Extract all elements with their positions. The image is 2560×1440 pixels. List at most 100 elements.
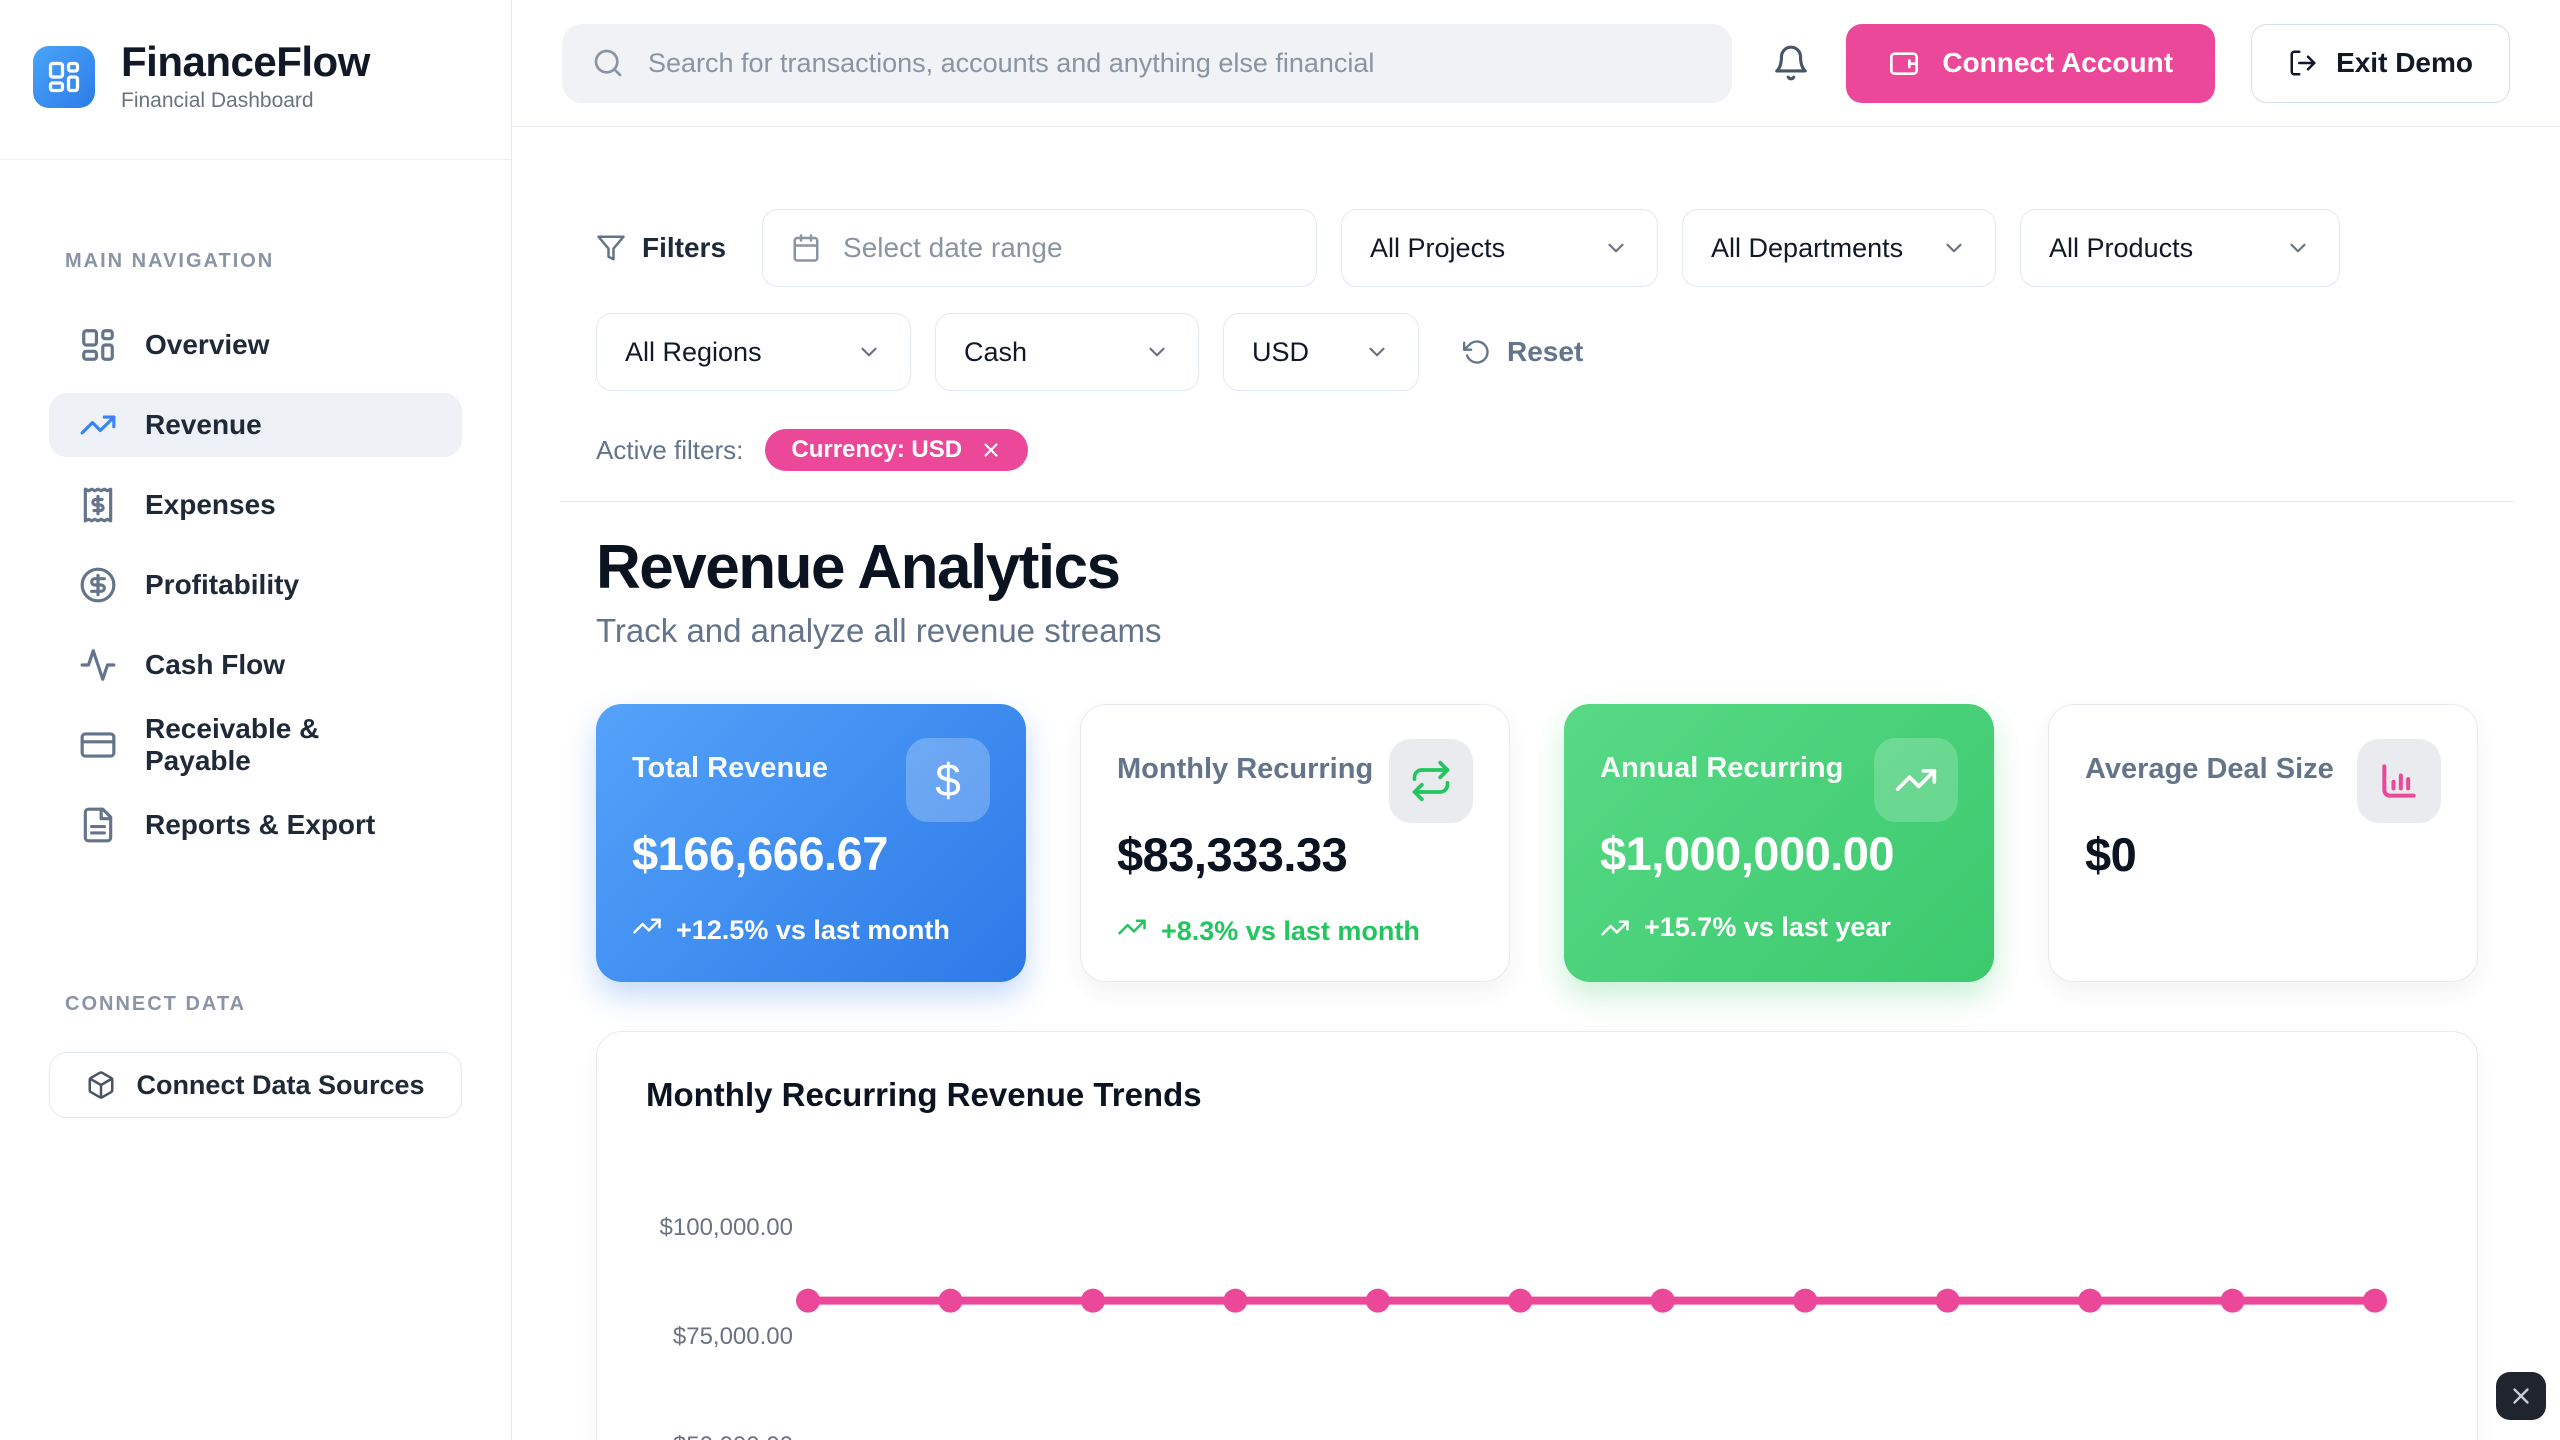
sidebar-item-label: Revenue: [145, 409, 262, 441]
sidebar-item-label: Receivable & Payable: [145, 713, 320, 777]
connect-account-label: Connect Account: [1942, 47, 2174, 78]
trending-up-icon: [1874, 738, 1958, 823]
dashboard-icon: [79, 326, 117, 364]
trending-up-icon: [1117, 912, 1147, 951]
projects-select[interactable]: All Projects: [1341, 209, 1659, 287]
sidebar-item-revenue[interactable]: Revenue: [49, 393, 462, 458]
notifications-button[interactable]: [1772, 44, 1810, 82]
trending-up-icon: [1600, 913, 1630, 943]
active-filters-row: Active filters: Currency: USD: [596, 429, 2478, 471]
brand-block: FinanceFlow Financial Dashboard: [0, 0, 511, 161]
sidebar-item-label: Overview: [145, 329, 270, 361]
kpi-value: $1,000,000.00: [1600, 827, 1895, 881]
reset-filters-button[interactable]: Reset: [1463, 336, 1583, 368]
kpi-label: Annual Recurring: [1600, 752, 1844, 785]
receipt-icon: [79, 486, 117, 524]
global-search[interactable]: [562, 23, 1733, 103]
page-content: Filters Select date range All Projects A…: [512, 127, 2560, 1440]
sidebar-item-label: Reports & Export: [145, 809, 376, 841]
kpi-value: $166,666.67: [632, 827, 888, 881]
kpi-cards: Total Revenue $ $166,666.67 +12.5% vs la…: [596, 704, 2478, 983]
main-navigation: MAIN NAVIGATION Overview Revenue Expense…: [0, 160, 511, 857]
y-axis-tick: $75,000.00: [672, 1323, 793, 1351]
connect-account-button[interactable]: Connect Account: [1846, 23, 2216, 103]
kpi-card-monthly-recurring: Monthly Recurring $83,333.33 +8.3% vs la…: [1080, 704, 1510, 983]
date-range-picker[interactable]: Select date range: [762, 209, 1318, 287]
sidebar-item-label: Profitability: [145, 569, 300, 601]
departments-select[interactable]: All Departments: [1682, 209, 1997, 287]
y-axis-tick: $50,000.00: [597, 1432, 793, 1440]
products-select[interactable]: All Products: [2020, 209, 2341, 287]
sidebar-item-label: Cash Flow: [145, 649, 286, 681]
exit-demo-button[interactable]: Exit Demo: [2251, 23, 2510, 103]
y-axis-tick: $100,000.00: [659, 1214, 793, 1242]
sidebar-item-cash-flow[interactable]: Cash Flow: [49, 633, 462, 697]
chevron-down-icon: [1364, 339, 1390, 365]
filters-row-2: All Regions Cash USD Reset: [596, 313, 2478, 391]
active-filter-chip[interactable]: Currency: USD: [765, 429, 1029, 471]
brand-subtitle: Financial Dashboard: [121, 89, 314, 113]
chart-title: Monthly Recurring Revenue Trends: [646, 1076, 1202, 1114]
connect-data-sources-label: Connect Data Sources: [136, 1069, 425, 1100]
repeat-icon: [1389, 739, 1473, 824]
nav-heading: MAIN NAVIGATION: [65, 250, 275, 273]
kpi-label: Monthly Recurring: [1117, 753, 1374, 786]
mrr-trends-card: Monthly Recurring Revenue Trends $100,00…: [596, 1031, 2478, 1440]
exit-demo-label: Exit Demo: [2336, 47, 2473, 78]
section-divider: [560, 501, 2515, 502]
connect-data-heading: CONNECT DATA: [65, 993, 247, 1016]
accounting-basis-select[interactable]: Cash: [935, 313, 1199, 391]
bell-icon: [1772, 44, 1810, 82]
app-logo: [33, 45, 95, 108]
sidebar-item-reports-export[interactable]: Reports & Export: [49, 793, 462, 857]
close-icon[interactable]: [980, 439, 1002, 461]
regions-select[interactable]: All Regions: [596, 313, 911, 391]
date-range-placeholder: Select date range: [843, 232, 1063, 263]
sidebar-item-profitability[interactable]: Profitability: [49, 553, 462, 617]
page-title: Revenue Analytics: [596, 533, 1121, 602]
wallet-icon: [1888, 47, 1920, 79]
kpi-value: $83,333.33: [1117, 828, 1348, 882]
page-subtitle: Track and analyze all revenue streams: [596, 612, 1162, 650]
main-area: Connect Account Exit Demo Filters Select…: [512, 0, 2560, 1440]
trending-up-icon: [79, 406, 117, 444]
chevron-down-icon: [1941, 235, 1967, 261]
chevron-down-icon: [1144, 339, 1170, 365]
sidebar-item-overview[interactable]: Overview: [49, 313, 462, 377]
close-icon: [2508, 1383, 2534, 1409]
sidebar-item-label: Expenses: [145, 489, 276, 521]
credit-card-icon: [79, 726, 117, 764]
kpi-card-annual-recurring: Annual Recurring $1,000,000.00 +15.7% vs…: [1564, 704, 1994, 983]
rotate-ccw-icon: [1463, 338, 1491, 366]
kpi-value: $0: [2085, 828, 2137, 882]
sidebar-item-receivable-payable[interactable]: Receivable & Payable: [49, 713, 462, 777]
chevron-down-icon: [856, 339, 882, 365]
connect-data-section: CONNECT DATA Connect Data Sources: [0, 873, 511, 1119]
kpi-card-total-revenue: Total Revenue $ $166,666.67 +12.5% vs la…: [596, 704, 1026, 983]
activity-icon: [79, 646, 117, 684]
calendar-icon: [791, 233, 821, 263]
logout-icon: [2288, 48, 2318, 78]
kpi-label: Total Revenue: [632, 752, 829, 785]
search-icon: [592, 47, 624, 79]
chevron-down-icon: [2285, 235, 2311, 261]
currency-select[interactable]: USD: [1223, 313, 1419, 391]
mrr-line-chart: [796, 1288, 2387, 1313]
sidebar: FinanceFlow Financial Dashboard MAIN NAV…: [0, 0, 512, 1440]
kpi-label: Average Deal Size: [2085, 753, 2334, 786]
topbar: Connect Account Exit Demo: [512, 0, 2560, 127]
kpi-trend: +8.3% vs last month: [1117, 912, 1473, 951]
connect-data-sources-button[interactable]: Connect Data Sources: [49, 1052, 462, 1119]
chevron-down-icon: [1603, 235, 1629, 261]
close-widget-button[interactable]: [2496, 1372, 2546, 1420]
brand-name: FinanceFlow: [121, 38, 370, 85]
kpi-trend: +15.7% vs last year: [1600, 911, 1958, 945]
kpi-trend: +12.5% vs last month: [632, 911, 990, 950]
bar-chart-icon: [2357, 739, 2441, 824]
filters-label: Filters: [596, 232, 726, 264]
search-input[interactable]: [646, 46, 1703, 80]
sidebar-item-expenses[interactable]: Expenses: [49, 473, 462, 537]
active-filters-label: Active filters:: [596, 434, 744, 465]
dollar-circle-icon: [79, 566, 117, 604]
